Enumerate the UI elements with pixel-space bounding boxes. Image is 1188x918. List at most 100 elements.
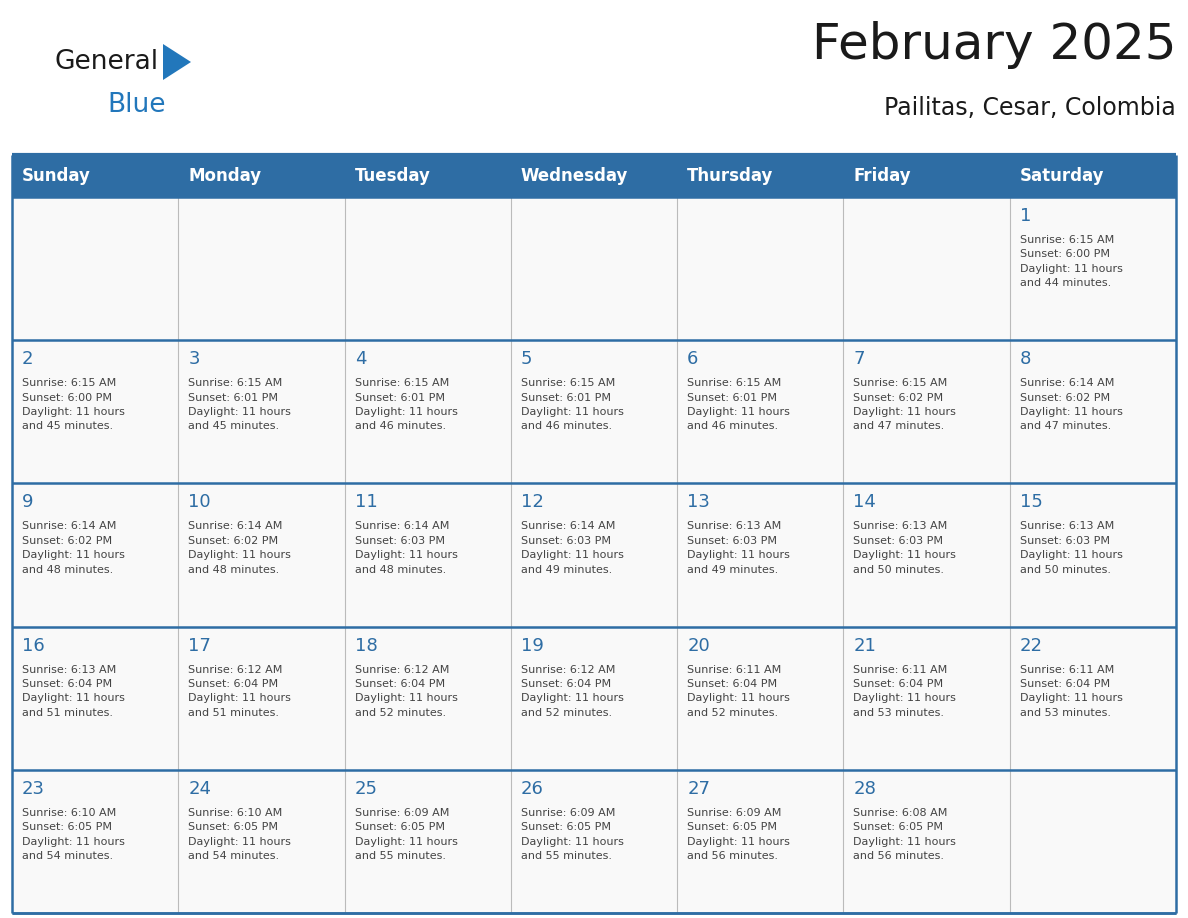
Bar xyxy=(178,484,345,627)
Bar xyxy=(843,627,1010,770)
Text: Sunrise: 6:11 AM
Sunset: 6:04 PM
Daylight: 11 hours
and 53 minutes.: Sunrise: 6:11 AM Sunset: 6:04 PM Dayligh… xyxy=(1019,665,1123,718)
Bar xyxy=(178,197,345,341)
Bar xyxy=(511,770,677,913)
Text: Sunrise: 6:09 AM
Sunset: 6:05 PM
Daylight: 11 hours
and 55 minutes.: Sunrise: 6:09 AM Sunset: 6:05 PM Dayligh… xyxy=(520,808,624,861)
Text: Sunrise: 6:14 AM
Sunset: 6:02 PM
Daylight: 11 hours
and 48 minutes.: Sunrise: 6:14 AM Sunset: 6:02 PM Dayligh… xyxy=(188,521,291,575)
Text: 10: 10 xyxy=(188,493,211,511)
Text: 20: 20 xyxy=(687,636,710,655)
Text: 11: 11 xyxy=(354,493,378,511)
Text: Monday: Monday xyxy=(188,167,261,185)
Text: Sunrise: 6:10 AM
Sunset: 6:05 PM
Daylight: 11 hours
and 54 minutes.: Sunrise: 6:10 AM Sunset: 6:05 PM Dayligh… xyxy=(188,808,291,861)
Text: 18: 18 xyxy=(354,636,378,655)
Text: Sunrise: 6:15 AM
Sunset: 6:01 PM
Daylight: 11 hours
and 45 minutes.: Sunrise: 6:15 AM Sunset: 6:01 PM Dayligh… xyxy=(188,378,291,431)
Text: 8: 8 xyxy=(1019,350,1031,368)
Text: 23: 23 xyxy=(23,779,45,798)
Text: Sunday: Sunday xyxy=(23,167,90,185)
Bar xyxy=(677,770,843,913)
Text: Sunrise: 6:11 AM
Sunset: 6:04 PM
Daylight: 11 hours
and 53 minutes.: Sunrise: 6:11 AM Sunset: 6:04 PM Dayligh… xyxy=(853,665,956,718)
Text: 19: 19 xyxy=(520,636,544,655)
Text: General: General xyxy=(55,49,159,75)
Bar xyxy=(1010,770,1176,913)
Bar xyxy=(12,197,178,341)
Text: Sunrise: 6:15 AM
Sunset: 6:00 PM
Daylight: 11 hours
and 44 minutes.: Sunrise: 6:15 AM Sunset: 6:00 PM Dayligh… xyxy=(1019,235,1123,288)
Text: Friday: Friday xyxy=(853,167,911,185)
Text: Tuesday: Tuesday xyxy=(354,167,430,185)
Bar xyxy=(12,627,178,770)
Text: Sunrise: 6:12 AM
Sunset: 6:04 PM
Daylight: 11 hours
and 52 minutes.: Sunrise: 6:12 AM Sunset: 6:04 PM Dayligh… xyxy=(520,665,624,718)
Text: 17: 17 xyxy=(188,636,211,655)
Text: 22: 22 xyxy=(1019,636,1043,655)
Bar xyxy=(511,197,677,341)
Text: Sunrise: 6:13 AM
Sunset: 6:03 PM
Daylight: 11 hours
and 50 minutes.: Sunrise: 6:13 AM Sunset: 6:03 PM Dayligh… xyxy=(1019,521,1123,575)
Text: Sunrise: 6:10 AM
Sunset: 6:05 PM
Daylight: 11 hours
and 54 minutes.: Sunrise: 6:10 AM Sunset: 6:05 PM Dayligh… xyxy=(23,808,125,861)
Bar xyxy=(843,484,1010,627)
Text: Sunrise: 6:09 AM
Sunset: 6:05 PM
Daylight: 11 hours
and 56 minutes.: Sunrise: 6:09 AM Sunset: 6:05 PM Dayligh… xyxy=(687,808,790,861)
Text: Sunrise: 6:11 AM
Sunset: 6:04 PM
Daylight: 11 hours
and 52 minutes.: Sunrise: 6:11 AM Sunset: 6:04 PM Dayligh… xyxy=(687,665,790,718)
Bar xyxy=(677,484,843,627)
Polygon shape xyxy=(163,44,191,80)
Bar xyxy=(677,197,843,341)
Bar xyxy=(677,627,843,770)
Text: Thursday: Thursday xyxy=(687,167,773,185)
Text: Pailitas, Cesar, Colombia: Pailitas, Cesar, Colombia xyxy=(884,96,1176,120)
Bar xyxy=(511,341,677,484)
Text: Sunrise: 6:15 AM
Sunset: 6:02 PM
Daylight: 11 hours
and 47 minutes.: Sunrise: 6:15 AM Sunset: 6:02 PM Dayligh… xyxy=(853,378,956,431)
Text: Sunrise: 6:14 AM
Sunset: 6:02 PM
Daylight: 11 hours
and 48 minutes.: Sunrise: 6:14 AM Sunset: 6:02 PM Dayligh… xyxy=(23,521,125,575)
Bar xyxy=(12,341,178,484)
Text: 5: 5 xyxy=(520,350,532,368)
Text: 28: 28 xyxy=(853,779,877,798)
Bar xyxy=(345,627,511,770)
Bar xyxy=(1010,341,1176,484)
Text: Blue: Blue xyxy=(107,92,165,118)
Text: 16: 16 xyxy=(23,636,45,655)
Bar xyxy=(843,770,1010,913)
Text: Sunrise: 6:08 AM
Sunset: 6:05 PM
Daylight: 11 hours
and 56 minutes.: Sunrise: 6:08 AM Sunset: 6:05 PM Dayligh… xyxy=(853,808,956,861)
Text: Sunrise: 6:15 AM
Sunset: 6:01 PM
Daylight: 11 hours
and 46 minutes.: Sunrise: 6:15 AM Sunset: 6:01 PM Dayligh… xyxy=(687,378,790,431)
Text: Sunrise: 6:15 AM
Sunset: 6:01 PM
Daylight: 11 hours
and 46 minutes.: Sunrise: 6:15 AM Sunset: 6:01 PM Dayligh… xyxy=(354,378,457,431)
Bar xyxy=(677,341,843,484)
Text: 9: 9 xyxy=(23,493,33,511)
Text: 26: 26 xyxy=(520,779,544,798)
Text: 27: 27 xyxy=(687,779,710,798)
Text: Sunrise: 6:13 AM
Sunset: 6:03 PM
Daylight: 11 hours
and 49 minutes.: Sunrise: 6:13 AM Sunset: 6:03 PM Dayligh… xyxy=(687,521,790,575)
Text: Sunrise: 6:15 AM
Sunset: 6:01 PM
Daylight: 11 hours
and 46 minutes.: Sunrise: 6:15 AM Sunset: 6:01 PM Dayligh… xyxy=(520,378,624,431)
Bar xyxy=(178,627,345,770)
Bar xyxy=(1010,197,1176,341)
Text: Sunrise: 6:14 AM
Sunset: 6:03 PM
Daylight: 11 hours
and 48 minutes.: Sunrise: 6:14 AM Sunset: 6:03 PM Dayligh… xyxy=(354,521,457,575)
Text: 1: 1 xyxy=(1019,207,1031,225)
Text: 6: 6 xyxy=(687,350,699,368)
Text: 13: 13 xyxy=(687,493,710,511)
Bar xyxy=(345,197,511,341)
Bar xyxy=(511,627,677,770)
Text: 21: 21 xyxy=(853,636,877,655)
Text: Wednesday: Wednesday xyxy=(520,167,628,185)
Bar xyxy=(12,155,1176,197)
Text: 14: 14 xyxy=(853,493,877,511)
Bar xyxy=(345,484,511,627)
Text: 3: 3 xyxy=(188,350,200,368)
Text: Sunrise: 6:12 AM
Sunset: 6:04 PM
Daylight: 11 hours
and 52 minutes.: Sunrise: 6:12 AM Sunset: 6:04 PM Dayligh… xyxy=(354,665,457,718)
Text: Sunrise: 6:15 AM
Sunset: 6:00 PM
Daylight: 11 hours
and 45 minutes.: Sunrise: 6:15 AM Sunset: 6:00 PM Dayligh… xyxy=(23,378,125,431)
Text: 4: 4 xyxy=(354,350,366,368)
Text: Sunrise: 6:14 AM
Sunset: 6:02 PM
Daylight: 11 hours
and 47 minutes.: Sunrise: 6:14 AM Sunset: 6:02 PM Dayligh… xyxy=(1019,378,1123,431)
Text: Sunrise: 6:13 AM
Sunset: 6:03 PM
Daylight: 11 hours
and 50 minutes.: Sunrise: 6:13 AM Sunset: 6:03 PM Dayligh… xyxy=(853,521,956,575)
Text: 2: 2 xyxy=(23,350,33,368)
Text: 24: 24 xyxy=(188,779,211,798)
Text: 25: 25 xyxy=(354,779,378,798)
Bar xyxy=(178,341,345,484)
Text: Sunrise: 6:12 AM
Sunset: 6:04 PM
Daylight: 11 hours
and 51 minutes.: Sunrise: 6:12 AM Sunset: 6:04 PM Dayligh… xyxy=(188,665,291,718)
Text: Sunrise: 6:13 AM
Sunset: 6:04 PM
Daylight: 11 hours
and 51 minutes.: Sunrise: 6:13 AM Sunset: 6:04 PM Dayligh… xyxy=(23,665,125,718)
Text: 12: 12 xyxy=(520,493,544,511)
Bar xyxy=(1010,484,1176,627)
Text: 15: 15 xyxy=(1019,493,1043,511)
Bar xyxy=(843,197,1010,341)
Bar xyxy=(843,341,1010,484)
Bar xyxy=(345,770,511,913)
Text: 7: 7 xyxy=(853,350,865,368)
Bar xyxy=(12,484,178,627)
Bar xyxy=(511,484,677,627)
Bar xyxy=(12,770,178,913)
Text: Sunrise: 6:09 AM
Sunset: 6:05 PM
Daylight: 11 hours
and 55 minutes.: Sunrise: 6:09 AM Sunset: 6:05 PM Dayligh… xyxy=(354,808,457,861)
Bar xyxy=(1010,627,1176,770)
Bar xyxy=(178,770,345,913)
